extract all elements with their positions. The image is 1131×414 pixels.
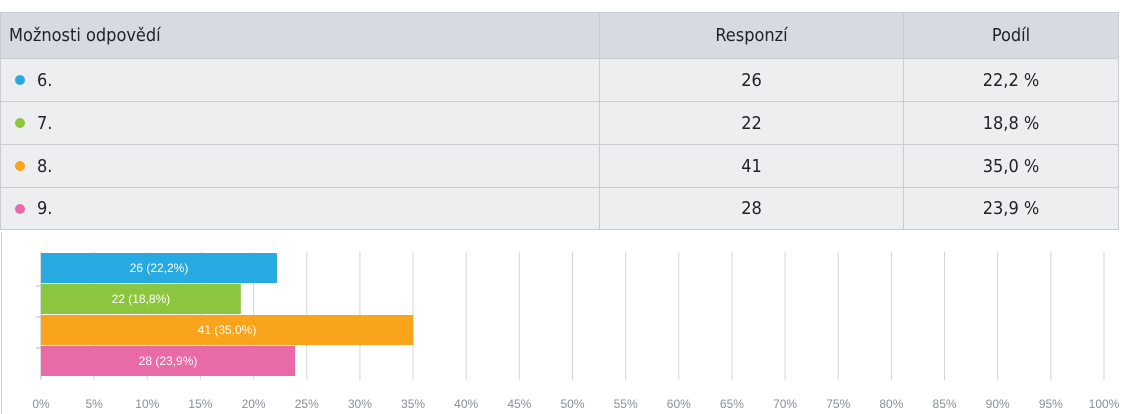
row-share: 35,0 % [903, 145, 1118, 187]
x-tick-label: 60% [667, 397, 691, 411]
table-row: 7. 22 18,8 % [1, 101, 1118, 144]
row-option-cell: 8. [1, 145, 599, 187]
x-tick-label: 65% [720, 397, 744, 411]
bar-data-label: 28 (23,9%) [139, 354, 198, 368]
row-option-cell: 7. [1, 102, 599, 144]
legend-dot-icon [15, 118, 25, 128]
bar-chart-svg: 0% 5% 10% 15% 20% 25% 30% 35% 40% 45% 50% 55% 60% 65%… [1, 232, 1120, 414]
x-tick-label: 80% [879, 397, 903, 411]
bar-data-label: 41 (35,0%) [198, 323, 257, 337]
bar [41, 346, 296, 376]
x-tick-label: 75% [826, 397, 850, 411]
table-row: 6. 26 22,2 % [1, 58, 1118, 101]
row-share: 18,8 % [903, 102, 1118, 144]
x-tick-label: 0% [32, 397, 50, 411]
x-tick-label: 25% [295, 397, 319, 411]
row-share: 22,2 % [903, 59, 1118, 101]
row-option-cell: 6. [1, 59, 599, 101]
x-tick-label: 15% [188, 397, 212, 411]
row-option-cell: 9. [1, 188, 599, 229]
table-row: 9. 28 23,9 % [1, 187, 1118, 230]
x-tick-label: 100% [1089, 397, 1120, 411]
table-header: Možnosti odpovědí Responzí Podíl [1, 12, 1118, 58]
row-responses: 22 [599, 102, 903, 144]
row-option: 6. [37, 69, 53, 91]
x-tick-label: 55% [614, 397, 638, 411]
x-tick-label: 45% [507, 397, 531, 411]
x-tick-label: 20% [242, 397, 266, 411]
x-tick-label: 85% [933, 397, 957, 411]
bar-data-label: 22 (18,8%) [112, 292, 171, 306]
row-responses: 26 [599, 59, 903, 101]
x-tick-label: 35% [401, 397, 425, 411]
bar-data-label: 26 (22,2%) [130, 261, 189, 275]
header-responses: Responzí [599, 13, 903, 58]
bar [41, 253, 277, 283]
x-tick-label: 70% [773, 397, 797, 411]
row-option: 9. [37, 198, 53, 219]
x-tick-label: 40% [454, 397, 478, 411]
row-share: 23,9 % [903, 188, 1118, 229]
bar [41, 284, 241, 314]
x-tick-label: 50% [560, 397, 584, 411]
bar-chart: 0% 5% 10% 15% 20% 25% 30% 35% 40% 45% 50% 55% 60% 65%… [0, 232, 1131, 414]
x-tick-label: 10% [135, 397, 159, 411]
legend-dot-icon [15, 203, 25, 214]
legend-dot-icon [15, 161, 25, 171]
row-option: 7. [37, 112, 53, 134]
x-tick-label: 90% [986, 397, 1010, 411]
header-option: Možnosti odpovědí [9, 25, 161, 46]
x-tick-label: 5% [85, 397, 103, 411]
table-row: 8. 41 35,0 % [1, 144, 1118, 187]
x-tick-label: 30% [348, 397, 372, 411]
legend-dot-icon [15, 75, 25, 85]
row-option: 8. [37, 155, 53, 177]
row-responses: 41 [599, 145, 903, 187]
results-table: Možnosti odpovědí Responzí Podíl 6. 26 2… [0, 12, 1119, 230]
header-share: Podíl [903, 13, 1118, 58]
row-responses: 28 [599, 188, 903, 229]
x-tick-label: 95% [1039, 397, 1063, 411]
bar [41, 315, 414, 345]
